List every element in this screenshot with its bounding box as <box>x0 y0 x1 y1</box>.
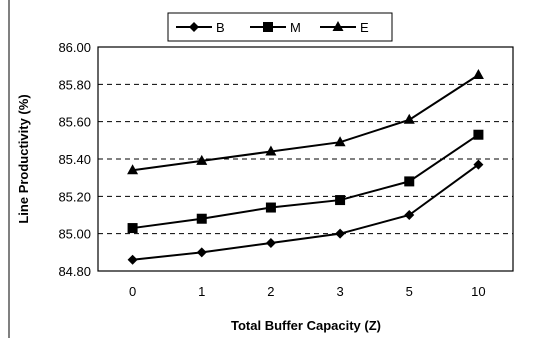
x-tick-label: 1 <box>198 284 205 299</box>
data-point-m <box>196 213 207 224</box>
data-point-e <box>127 164 139 175</box>
data-point-e <box>334 136 346 147</box>
series-line-m <box>132 133 479 230</box>
data-point-b <box>127 254 138 265</box>
x-tick-label: 3 <box>336 284 343 299</box>
x-tick-labels: 0 1 2 3 5 10 <box>129 284 486 299</box>
x-axis-title: Total Buffer Capacity (Z) <box>231 318 381 333</box>
data-point-e <box>196 154 208 165</box>
data-point-e <box>472 69 484 79</box>
data-point-e <box>265 145 277 156</box>
y-tick-labels: 84.80 85.00 85.20 85.40 85.60 85.80 86.00 <box>58 40 91 279</box>
data-point-m <box>473 129 484 140</box>
data-point-b <box>265 238 276 248</box>
data-point-b <box>335 228 346 239</box>
x-tick-label: 5 <box>406 284 413 299</box>
data-point-m <box>335 195 346 206</box>
data-point-b <box>196 247 207 258</box>
series-group <box>127 69 484 265</box>
y-tick-label: 85.20 <box>58 189 91 204</box>
legend-label-e: E <box>360 20 369 35</box>
data-point-m <box>265 202 276 213</box>
legend-marker-b <box>189 22 199 32</box>
series-line-e <box>132 74 479 172</box>
y-tick-label: 85.00 <box>58 227 91 242</box>
legend-label-m: M <box>290 20 301 35</box>
series-line-b <box>132 163 480 261</box>
data-point-m <box>127 223 138 234</box>
data-point-b <box>404 210 415 220</box>
x-tick-label: 0 <box>129 284 136 299</box>
y-tick-label: 85.40 <box>58 152 91 167</box>
x-tick-label: 2 <box>267 284 274 299</box>
legend-marker-m <box>263 22 273 32</box>
data-point-b <box>473 159 484 170</box>
legend-marker-e <box>332 21 344 31</box>
y-axis-title: Line Productivity (%) <box>16 94 31 223</box>
y-tick-label: 85.60 <box>58 115 91 130</box>
legend-label-b: B <box>216 20 225 35</box>
y-tick-label: 84.80 <box>58 264 91 279</box>
y-tick-label: 85.80 <box>58 77 91 92</box>
data-point-m <box>404 176 415 187</box>
y-tick-label: 86.00 <box>58 40 91 55</box>
data-point-e <box>403 113 415 124</box>
x-tick-label: 10 <box>471 284 485 299</box>
